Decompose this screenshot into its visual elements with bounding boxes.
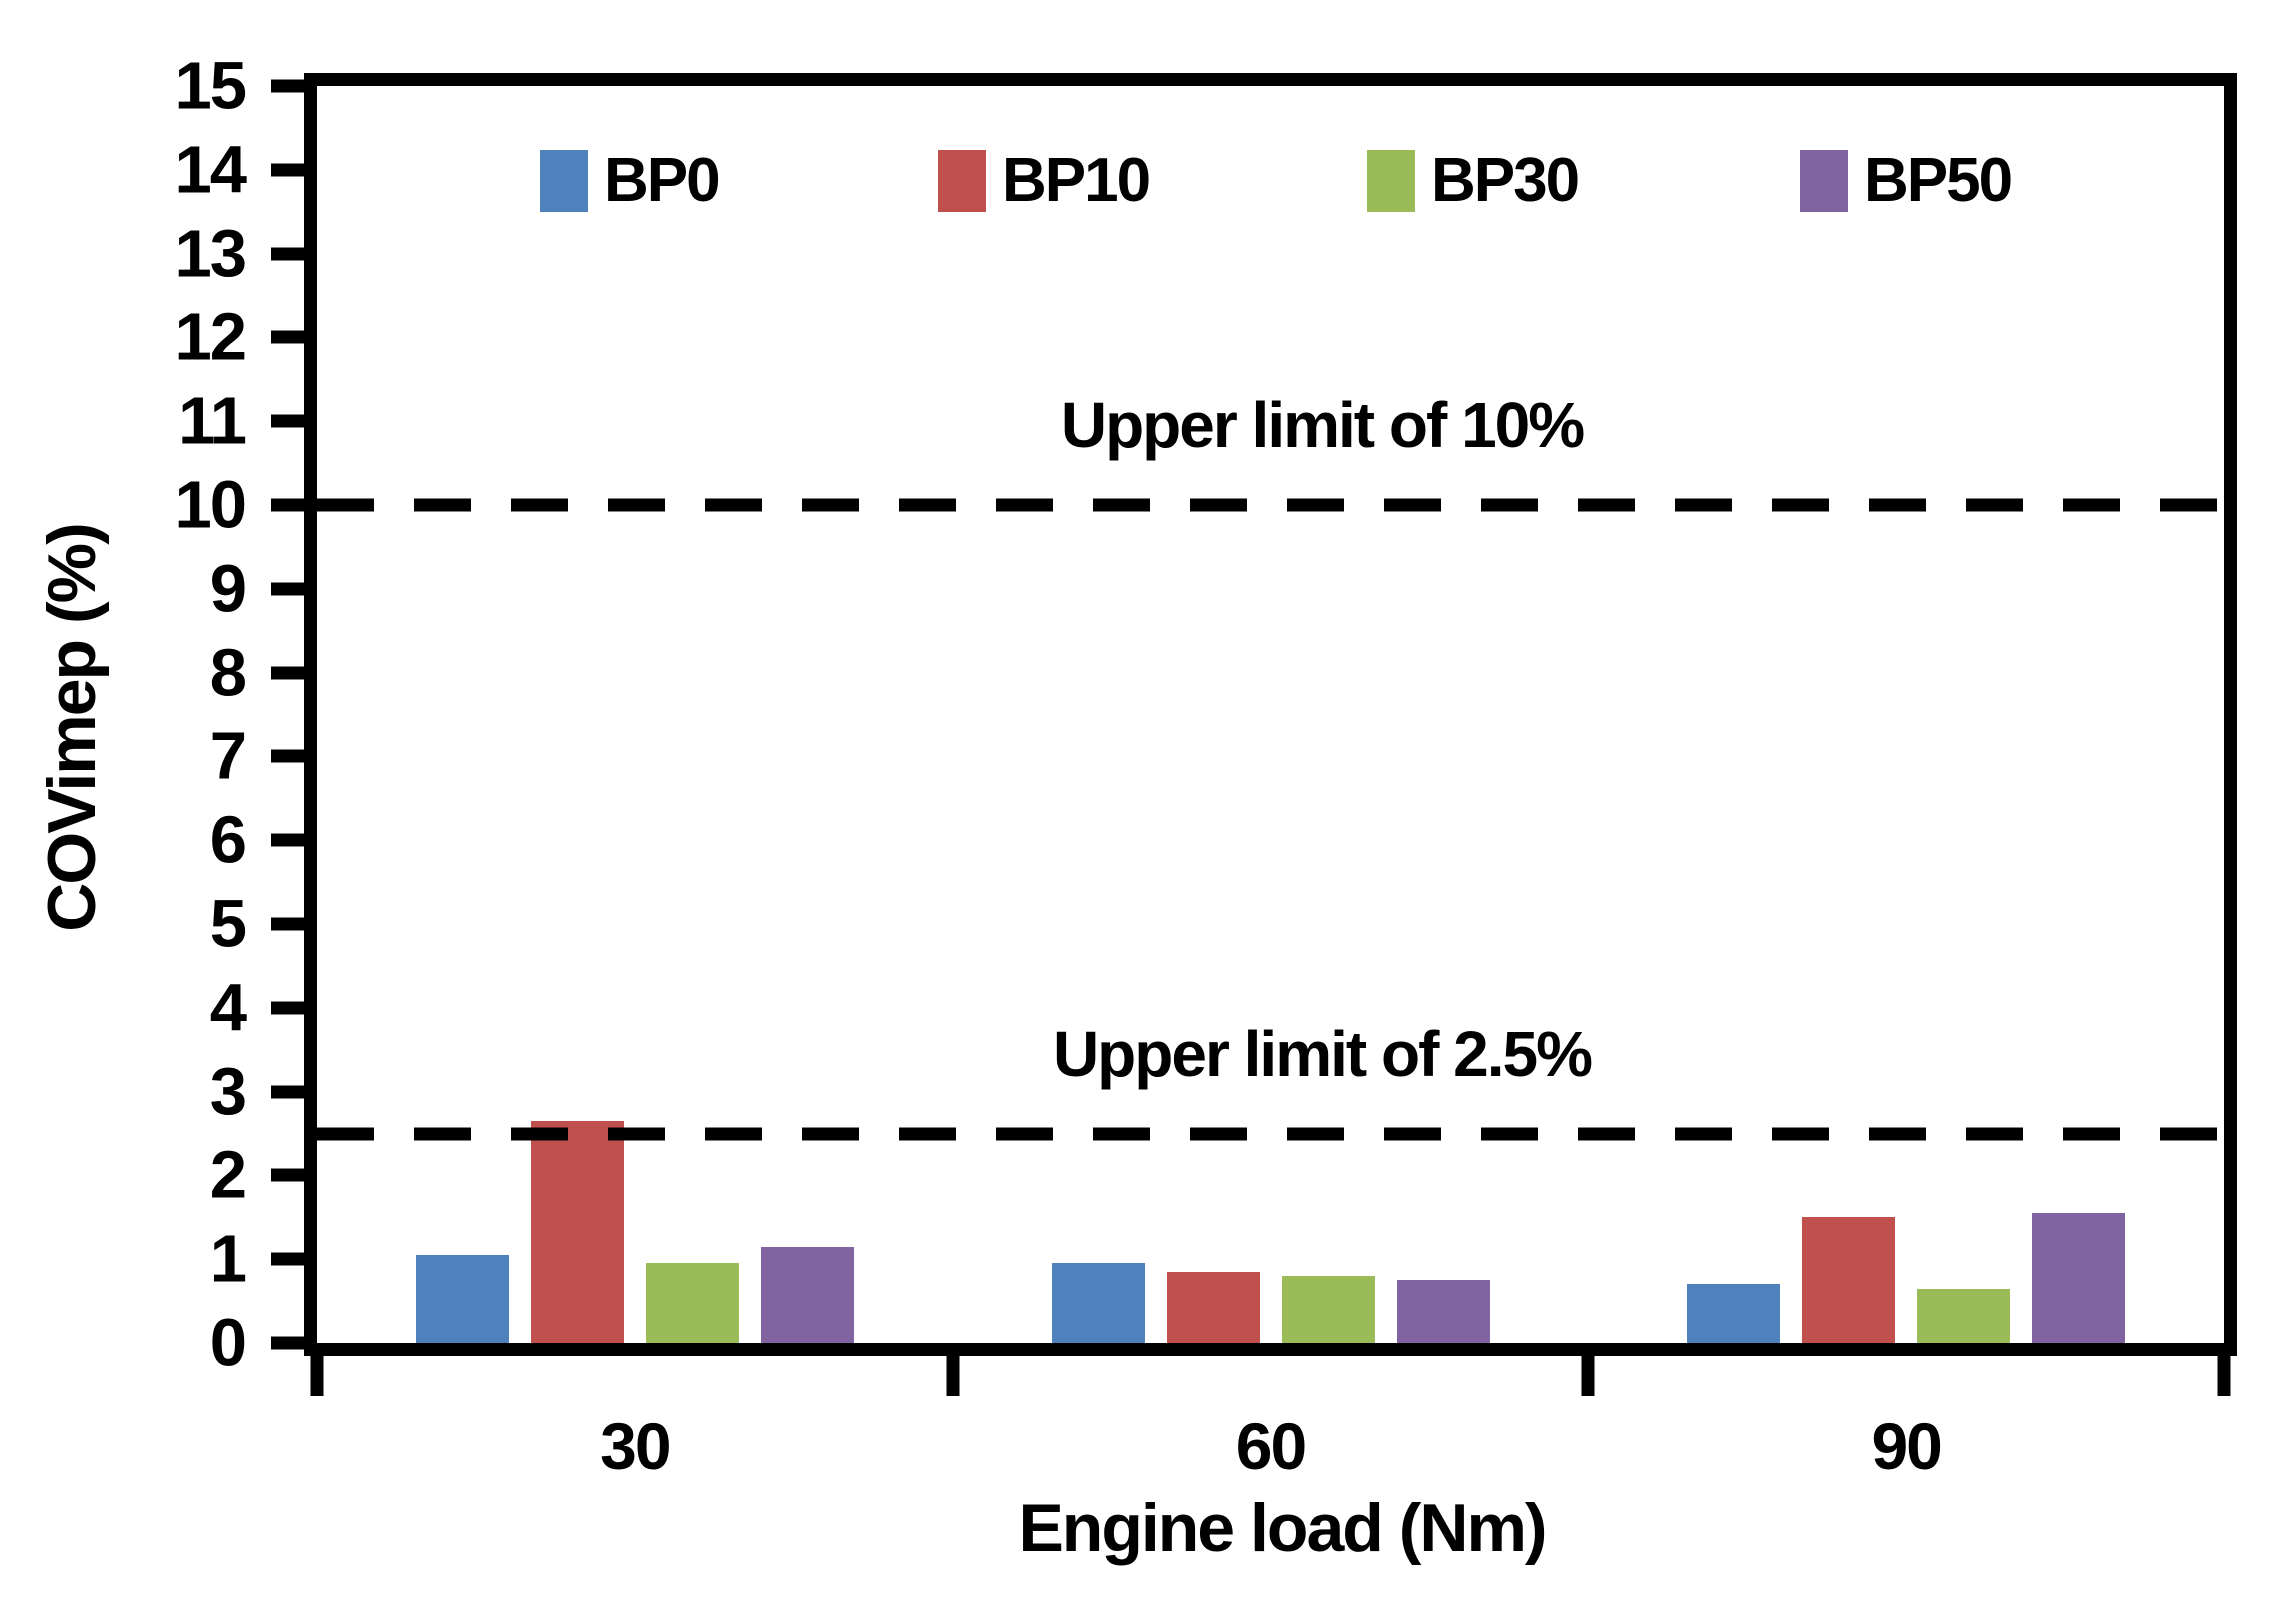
y-tick [271,330,305,344]
y-tick [271,666,305,680]
bar [1802,1217,1896,1343]
y-tick-label: 3 [209,1054,247,1130]
bar [531,1120,624,1343]
legend-label-bp0: BP0 [604,146,721,215]
y-tick-label: 15 [174,48,247,124]
x-tick-label: 90 [1871,1409,1942,1483]
legend-label-bp30: BP30 [1431,146,1580,215]
y-tick-label: 1 [209,1221,247,1297]
y-tick-label: 2 [209,1137,247,1213]
x-tick [1581,1356,1595,1396]
y-tick-label: 9 [209,551,247,627]
y-tick [271,1252,305,1266]
bar [1396,1280,1490,1343]
x-tick-label: 60 [1235,1409,1307,1483]
y-tick [271,582,305,596]
y-tick [271,247,305,261]
y-tick [271,1001,305,1015]
bar [1051,1263,1145,1343]
bar [2032,1213,2126,1343]
y-tick-label: 7 [209,718,247,794]
legend-swatch-bp30 [1367,150,1415,212]
bar [646,1263,739,1343]
y-tick-label: 0 [209,1305,247,1381]
x-tick [2217,1356,2231,1396]
bar [1687,1284,1781,1343]
y-tick-label: 4 [209,970,247,1046]
reference-line-label: Upper limit of 2.5% [1052,1017,1593,1090]
y-tick-label: 13 [174,216,247,292]
bar [761,1246,854,1343]
x-tick [946,1356,960,1396]
legend-swatch-bp50 [1800,150,1848,212]
y-tick [271,749,305,763]
y-tick [271,833,305,847]
legend-swatch-bp10 [938,150,986,212]
y-tick-label: 12 [174,299,247,375]
legend-label-bp50: BP50 [1864,146,2013,215]
y-tick-label: 6 [209,802,247,878]
reference-line-label: Upper limit of 10% [1060,389,1585,461]
y-tick [271,1336,305,1350]
y-tick [271,163,305,177]
legend-swatch-bp0 [540,150,588,212]
legend-entry-bp30: BP30 [1367,146,1580,215]
legend-entry-bp0: BP0 [540,146,721,215]
legend-entry-bp50: BP50 [1800,146,2013,215]
y-tick [271,1168,305,1182]
y-tick [271,1085,305,1099]
plot-area: 0 1 2 3 4 5 6 7 8 9 10 11 12 13 14 15 30 60 90 Upper limi… [174,53,2237,1479]
legend-label-bp10: BP10 [1002,146,1151,215]
y-tick-label: 10 [174,467,247,543]
y-tick [271,414,305,428]
y-tick [271,917,305,931]
y-tick-label: 8 [209,635,247,711]
y-tick-label: 14 [174,132,247,208]
x-tick-label: 30 [600,1409,671,1483]
y-tick [271,79,305,93]
legend-entry-bp10: BP10 [938,146,1151,215]
bar [1917,1288,2011,1343]
bar [416,1255,509,1343]
x-tick [310,1356,324,1396]
y-tick-label: 11 [178,383,247,459]
reference-line [317,498,2224,512]
bar [1166,1271,1260,1343]
bar [1281,1275,1375,1343]
x-axis-title: Engine load (Nm) [1018,1490,1547,1566]
y-tick-label: 5 [209,886,247,962]
reference-line [317,1127,2224,1140]
y-tick [271,498,305,512]
